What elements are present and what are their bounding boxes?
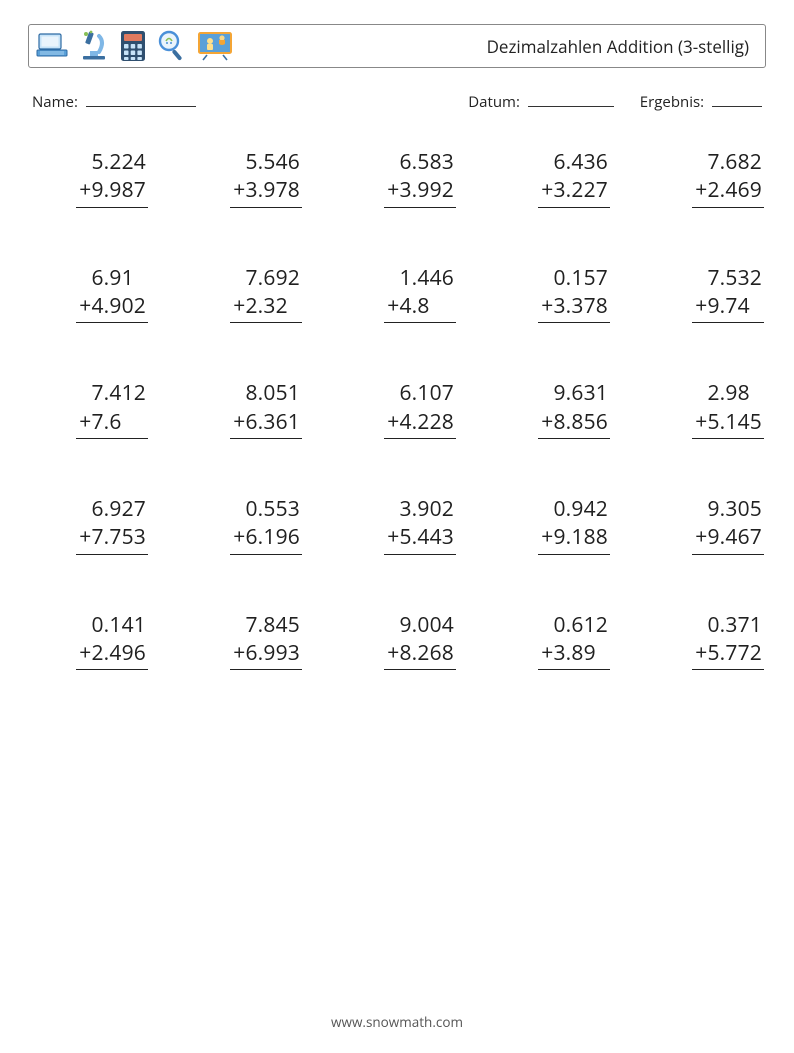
addend-bottom: +2.496 xyxy=(76,639,148,670)
problem: 6.583+3.992 xyxy=(338,148,456,208)
addend-bottom: +5.145 xyxy=(692,408,764,439)
addend-top: 0.371 xyxy=(707,611,764,639)
addend-top: 0.141 xyxy=(91,611,148,639)
problem: 2.98 +5.145 xyxy=(646,379,764,439)
addend-bottom: +2.32 xyxy=(230,292,302,323)
addend-top: 7.692 xyxy=(245,264,302,292)
addend-top: 7.682 xyxy=(707,148,764,176)
addend-bottom: +8.856 xyxy=(538,408,610,439)
addend-top: 0.157 xyxy=(553,264,610,292)
addend-bottom: +6.361 xyxy=(230,408,302,439)
result-label: Ergebnis: xyxy=(640,92,704,112)
addend-top: 6.91 xyxy=(91,264,148,292)
problem: 9.004+8.268 xyxy=(338,611,456,671)
footer-url: www.snowmath.com xyxy=(0,1013,794,1031)
addend-bottom: +5.772 xyxy=(692,639,764,670)
addend-bottom: +7.6 xyxy=(76,408,148,439)
problem: 1.446+4.8 xyxy=(338,264,456,324)
addend-top: 6.583 xyxy=(399,148,456,176)
result-blank[interactable] xyxy=(712,93,762,107)
calculator-icon xyxy=(119,30,147,62)
addend-top: 6.436 xyxy=(553,148,610,176)
name-field: Name: xyxy=(32,92,196,112)
magnifier-icon xyxy=(157,30,187,62)
microscope-icon xyxy=(79,30,109,62)
problem: 7.682+2.469 xyxy=(646,148,764,208)
addend-top: 6.107 xyxy=(399,379,456,407)
addend-top: 6.927 xyxy=(91,495,148,523)
date-blank[interactable] xyxy=(528,93,614,107)
problem: 9.631+8.856 xyxy=(492,379,610,439)
addend-top: 0.942 xyxy=(553,495,610,523)
date-label: Datum: xyxy=(468,92,520,112)
addend-top: 3.902 xyxy=(399,495,456,523)
addend-bottom: +4.902 xyxy=(76,292,148,323)
addend-top: 9.631 xyxy=(553,379,610,407)
addend-top: 0.553 xyxy=(245,495,302,523)
addend-bottom: +6.993 xyxy=(230,639,302,670)
problem: 7.532+9.74 xyxy=(646,264,764,324)
problem: 0.141+2.496 xyxy=(30,611,148,671)
problem: 5.546+3.978 xyxy=(184,148,302,208)
problem: 9.305+9.467 xyxy=(646,495,764,555)
problem: 0.157+3.378 xyxy=(492,264,610,324)
addend-bottom: +6.196 xyxy=(230,523,302,554)
problem: 0.612+3.89 xyxy=(492,611,610,671)
addend-top: 5.224 xyxy=(91,148,148,176)
addend-bottom: +9.987 xyxy=(76,176,148,207)
problem: 0.942+9.188 xyxy=(492,495,610,555)
header-icon-strip xyxy=(35,30,233,62)
name-blank[interactable] xyxy=(86,93,196,107)
worksheet-header: Dezimalzahlen Addition (3-stellig) xyxy=(28,24,766,68)
addend-bottom: +3.378 xyxy=(538,292,610,323)
addend-top: 8.051 xyxy=(245,379,302,407)
addend-top: 9.305 xyxy=(707,495,764,523)
addend-bottom: +9.188 xyxy=(538,523,610,554)
addend-top: 5.546 xyxy=(245,148,302,176)
problem: 7.692+2.32 xyxy=(184,264,302,324)
problem: 6.91 +4.902 xyxy=(30,264,148,324)
addend-bottom: +9.74 xyxy=(692,292,764,323)
addend-bottom: +7.753 xyxy=(76,523,148,554)
addend-top: 7.532 xyxy=(707,264,764,292)
addend-bottom: +4.8 xyxy=(384,292,456,323)
date-field: Datum: xyxy=(468,92,614,112)
addend-top: 2.98 xyxy=(707,379,764,407)
laptop-icon xyxy=(35,31,69,61)
addend-bottom: +3.89 xyxy=(538,639,610,670)
problem: 6.107+4.228 xyxy=(338,379,456,439)
addend-bottom: +9.467 xyxy=(692,523,764,554)
addend-bottom: +3.992 xyxy=(384,176,456,207)
problem: 0.371+5.772 xyxy=(646,611,764,671)
problems-grid: 5.224+9.9875.546+3.9786.583+3.9926.436+3… xyxy=(28,148,766,670)
addend-bottom: +3.978 xyxy=(230,176,302,207)
problem: 7.412+7.6 xyxy=(30,379,148,439)
addend-bottom: +4.228 xyxy=(384,408,456,439)
name-label: Name: xyxy=(32,92,78,112)
addend-bottom: +8.268 xyxy=(384,639,456,670)
problem: 5.224+9.987 xyxy=(30,148,148,208)
addend-top: 7.412 xyxy=(91,379,148,407)
addend-top: 7.845 xyxy=(245,611,302,639)
problem: 6.436+3.227 xyxy=(492,148,610,208)
meta-row: Name: Datum: Ergebnis: xyxy=(32,92,762,112)
addend-top: 1.446 xyxy=(399,264,456,292)
addend-bottom: +5.443 xyxy=(384,523,456,554)
addend-top: 0.612 xyxy=(553,611,610,639)
addend-top: 9.004 xyxy=(399,611,456,639)
problem: 3.902+5.443 xyxy=(338,495,456,555)
addend-bottom: +3.227 xyxy=(538,176,610,207)
presentation-icon xyxy=(197,31,233,61)
problem: 6.927+7.753 xyxy=(30,495,148,555)
problem: 0.553+6.196 xyxy=(184,495,302,555)
problem: 7.845+6.993 xyxy=(184,611,302,671)
result-field: Ergebnis: xyxy=(640,92,762,112)
problem: 8.051+6.361 xyxy=(184,379,302,439)
addend-bottom: +2.469 xyxy=(692,176,764,207)
worksheet-title: Dezimalzahlen Addition (3-stellig) xyxy=(487,35,749,58)
